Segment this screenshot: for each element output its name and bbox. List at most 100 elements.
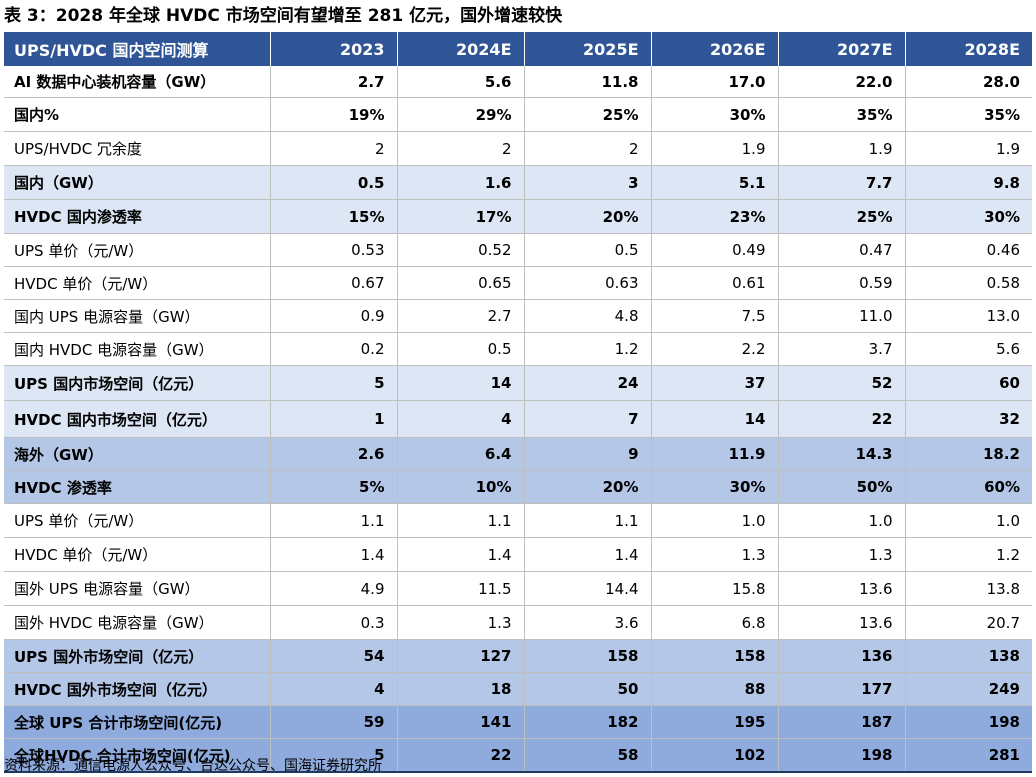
- table-cell: 25%: [778, 199, 906, 234]
- table-cell: 22: [397, 738, 525, 773]
- table-cell: 195: [651, 705, 779, 739]
- table-cell: 20.7: [905, 605, 1032, 640]
- table-cell: 9.8: [905, 165, 1032, 200]
- table-cell: 11.0: [778, 299, 906, 333]
- table-cell: 35%: [778, 97, 906, 132]
- table-cell: 3: [524, 165, 652, 200]
- market-size-table: UPS/HVDC 国内空间测算 2023 2024E 2025E 2026E 2…: [4, 32, 1032, 773]
- table-cell: 59: [270, 705, 398, 739]
- table-row: 国内 HVDC 电源容量（GW） 0.2 0.5 1.2 2.2 3.7 5.6: [4, 332, 1032, 366]
- table-cell: 0.5: [524, 233, 652, 267]
- table-row: HVDC 单价（元/W） 0.67 0.65 0.63 0.61 0.59 0.58: [4, 266, 1032, 300]
- table-cell: 5.1: [651, 165, 779, 200]
- table-cell: 187: [778, 705, 906, 739]
- table-cell: 2.2: [651, 332, 779, 366]
- table-cell: 249: [905, 672, 1032, 706]
- table-cell: 88: [651, 672, 779, 706]
- table-cell: 50: [524, 672, 652, 706]
- table-cell: 58: [524, 738, 652, 773]
- row-label: UPS 单价（元/W）: [4, 503, 271, 538]
- table-cell: 1.0: [778, 503, 906, 538]
- table-row: 国外 UPS 电源容量（GW） 4.9 11.5 14.4 15.8 13.6 13.8: [4, 571, 1032, 606]
- table-cell: 30%: [651, 470, 779, 504]
- table-cell: 7.5: [651, 299, 779, 333]
- table-cell: 0.52: [397, 233, 525, 267]
- table-cell: 2: [270, 131, 398, 166]
- table-cell: 1.3: [778, 537, 906, 572]
- table-cell: 50%: [778, 470, 906, 504]
- row-label: 国内（GW）: [4, 165, 271, 200]
- table-cell: 6.8: [651, 605, 779, 640]
- table-cell: 138: [905, 639, 1032, 673]
- header-cell-2026e: 2026E: [651, 32, 779, 66]
- table-cell: 0.3: [270, 605, 398, 640]
- table-row: UPS 单价（元/W） 1.1 1.1 1.1 1.0 1.0 1.0: [4, 503, 1032, 538]
- table-cell: 1.1: [397, 503, 525, 538]
- table-cell: 13.6: [778, 571, 906, 606]
- row-label: 国内 UPS 电源容量（GW）: [4, 299, 271, 333]
- table-cell: 2: [524, 131, 652, 166]
- table-cell: 54: [270, 639, 398, 673]
- table-cell: 11.8: [524, 66, 652, 98]
- table-cell: 37: [651, 365, 779, 401]
- table-row: 国内（GW） 0.5 1.6 3 5.1 7.7 9.8: [4, 165, 1032, 200]
- table-cell: 3.7: [778, 332, 906, 366]
- table-cell: 17%: [397, 199, 525, 234]
- table-cell: 13.8: [905, 571, 1032, 606]
- row-label: HVDC 国外市场空间（亿元）: [4, 672, 271, 706]
- row-label: HVDC 国内市场空间（亿元）: [4, 400, 271, 438]
- table-row: HVDC 渗透率 5% 10% 20% 30% 50% 60%: [4, 470, 1032, 504]
- table-row: UPS 单价（元/W） 0.53 0.52 0.5 0.49 0.47 0.46: [4, 233, 1032, 267]
- table-cell: 198: [905, 705, 1032, 739]
- table-cell: 5: [270, 738, 398, 773]
- table-row: 国内% 19% 29% 25% 30% 35% 35%: [4, 97, 1032, 132]
- table-row: HVDC 国外市场空间（亿元） 4 18 50 88 177 249: [4, 672, 1032, 706]
- table-cell: 4.8: [524, 299, 652, 333]
- table-cell: 0.5: [270, 165, 398, 200]
- table-caption: 表 3：2028 年全球 HVDC 市场空间有望增至 281 亿元，国外增速较快: [4, 6, 563, 26]
- table-cell: 18.2: [905, 437, 1032, 471]
- table-cell: 1.0: [905, 503, 1032, 538]
- table-cell: 14: [651, 400, 779, 438]
- table-cell: 9: [524, 437, 652, 471]
- table-row: 海外（GW） 2.6 6.4 9 11.9 14.3 18.2: [4, 437, 1032, 471]
- table-cell: 0.9: [270, 299, 398, 333]
- table-cell: 5%: [270, 470, 398, 504]
- table-cell: 102: [651, 738, 779, 773]
- row-label: HVDC 单价（元/W）: [4, 266, 271, 300]
- header-cell-2028e: 2028E: [905, 32, 1032, 66]
- header-cell-2024e: 2024E: [397, 32, 525, 66]
- source-note: 资料来源：通信电源人公众号、台达公众号、国海证券研究所: [4, 758, 382, 774]
- table-cell: 6.4: [397, 437, 525, 471]
- table-cell: 1.3: [651, 537, 779, 572]
- table-cell: 14: [397, 365, 525, 401]
- table-cell: 22: [778, 400, 906, 438]
- table-cell: 0.47: [778, 233, 906, 267]
- table-cell: 1.1: [524, 503, 652, 538]
- table-cell: 0.49: [651, 233, 779, 267]
- table-cell: 2.7: [397, 299, 525, 333]
- table-row: 全球HVDC 合计市场空间(亿元) 5 22 58 102 198 281: [4, 738, 1032, 773]
- row-label: 国内%: [4, 97, 271, 132]
- table-row: 国外 HVDC 电源容量（GW） 0.3 1.3 3.6 6.8 13.6 20.7: [4, 605, 1032, 640]
- table-cell: 20%: [524, 199, 652, 234]
- table-cell: 30%: [651, 97, 779, 132]
- table-cell: 1.9: [651, 131, 779, 166]
- table-cell: 10%: [397, 470, 525, 504]
- table-cell: 35%: [905, 97, 1032, 132]
- table-cell: 4.9: [270, 571, 398, 606]
- table-row: 国内 UPS 电源容量（GW） 0.9 2.7 4.8 7.5 11.0 13.0: [4, 299, 1032, 333]
- row-label: HVDC 渗透率: [4, 470, 271, 504]
- table-row: UPS/HVDC 冗余度 2 2 2 1.9 1.9 1.9: [4, 131, 1032, 166]
- table-cell: 13.6: [778, 605, 906, 640]
- table-cell: 136: [778, 639, 906, 673]
- table-cell: 1.2: [905, 537, 1032, 572]
- table-row: HVDC 国内市场空间（亿元） 1 4 7 14 22 32: [4, 400, 1032, 438]
- table-cell: 281: [905, 738, 1032, 773]
- table-cell: 19%: [270, 97, 398, 132]
- table-cell: 28.0: [905, 66, 1032, 98]
- table-row: AI 数据中心装机容量（GW） 2.7 5.6 11.8 17.0 22.0 28.0: [4, 66, 1032, 98]
- table-cell: 22.0: [778, 66, 906, 98]
- table-cell: 0.46: [905, 233, 1032, 267]
- table-cell: 5.6: [905, 332, 1032, 366]
